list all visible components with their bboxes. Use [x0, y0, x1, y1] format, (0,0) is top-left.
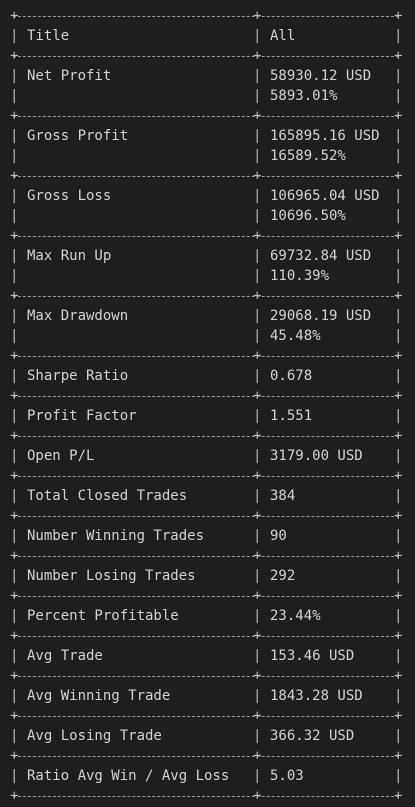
table-border: + + +	[10, 788, 403, 804]
row-value-line: 153.46 USD	[270, 648, 355, 664]
row-value-line: 0.678	[270, 368, 313, 384]
header-value: All	[270, 28, 296, 44]
row-value-line: 69732.84 USD	[270, 248, 372, 264]
table-border: + + +	[10, 228, 403, 244]
table-row: | Avg Winning Trade | 1843.28 USD |	[10, 686, 403, 706]
row-label: Gross Loss	[27, 188, 112, 204]
table-row: | Ratio Avg Win / Avg Loss | 5.03 |	[10, 766, 403, 786]
row-label: Net Profit	[27, 68, 112, 84]
row-value: 23.44%	[270, 606, 321, 626]
row-value: 384	[270, 486, 295, 506]
statistics-table: + + + | Title | All | + + + | | Net Profit | | 5…	[10, 6, 402, 806]
table-row: | | Gross Loss | | 106965.04 USD 10696.50% | |	[10, 186, 403, 226]
row-value-line: 1843.28 USD	[270, 688, 363, 704]
table-border: + + +	[10, 388, 403, 404]
row-label: Number Winning Trades	[27, 528, 205, 544]
table-border: + + +	[10, 8, 403, 24]
row-value-line: 5893.01%	[270, 88, 338, 104]
table-row: | Profit Factor | 1.551 |	[10, 406, 403, 426]
row-value-line: 3179.00 USD	[270, 448, 363, 464]
table-row: | Open P/L | 3179.00 USD |	[10, 446, 403, 466]
table-border: + + +	[10, 668, 403, 684]
row-value: 3179.00 USD	[270, 446, 363, 466]
row-value-line: 106965.04 USD	[270, 188, 380, 204]
row-label: Gross Profit	[27, 128, 129, 144]
table-border: + + +	[10, 168, 403, 184]
row-value: 165895.16 USD 16589.52%	[270, 126, 380, 166]
row-value-line: 1.551	[270, 408, 313, 424]
table-row: | Avg Losing Trade | 366.32 USD |	[10, 726, 403, 746]
row-label: Percent Profitable	[27, 608, 179, 624]
table-border: + + +	[10, 48, 403, 64]
row-value-line: 366.32 USD	[270, 728, 355, 744]
row-label: Avg Losing Trade	[27, 728, 162, 744]
table-row: | | Max Run Up | | 69732.84 USD 110.39% | |	[10, 246, 403, 286]
row-label: Max Drawdown	[27, 308, 129, 324]
table-header-row: | Title | All |	[10, 28, 403, 44]
table-border: + + +	[10, 508, 403, 524]
row-value: 153.46 USD	[270, 646, 354, 666]
table-border: + + +	[10, 428, 403, 444]
row-value-line: 384	[270, 488, 296, 504]
row-value: 90	[270, 526, 287, 546]
row-value-line: 292	[270, 568, 296, 584]
table-row: | | Gross Profit | | 165895.16 USD 16589.52% | |	[10, 126, 403, 166]
row-value-line: 90	[270, 528, 287, 544]
table-border: + + +	[10, 468, 403, 484]
row-value: 29068.19 USD 45.48%	[270, 306, 371, 346]
table-row: | Percent Profitable | 23.44% |	[10, 606, 403, 626]
row-value: 69732.84 USD 110.39%	[270, 246, 371, 286]
row-value-line: 5.03	[270, 768, 304, 784]
table-border: + + +	[10, 628, 403, 644]
row-value-line: 29068.19 USD	[270, 308, 372, 324]
header-title: Title	[27, 28, 70, 44]
row-label: Ratio Avg Win / Avg Loss	[27, 768, 230, 784]
row-value: 1.551	[270, 406, 312, 426]
table-row: | Number Losing Trades | 292 |	[10, 566, 403, 586]
row-value-line: 110.39%	[270, 268, 330, 284]
row-value-line: 165895.16 USD	[270, 128, 380, 144]
table-border: + + +	[10, 108, 403, 124]
row-label: Profit Factor	[27, 408, 137, 424]
row-value: 0.678	[270, 366, 312, 386]
row-value: 5.03	[270, 766, 304, 786]
table-row: | Number Winning Trades | 90 |	[10, 526, 403, 546]
row-value-line: 45.48%	[270, 328, 321, 344]
table-border: + + +	[10, 288, 403, 304]
row-label: Avg Winning Trade	[27, 688, 171, 704]
row-label: Sharpe Ratio	[27, 368, 129, 384]
table-border: + + +	[10, 548, 403, 564]
table-border: + + +	[10, 348, 403, 364]
row-value: 292	[270, 566, 295, 586]
table-border: + + +	[10, 748, 403, 764]
row-label: Number Losing Trades	[27, 568, 196, 584]
row-value: 106965.04 USD 10696.50%	[270, 186, 380, 226]
row-value-line: 23.44%	[270, 608, 321, 624]
row-label: Open P/L	[27, 448, 95, 464]
row-value-line: 10696.50%	[270, 208, 346, 224]
table-row: | Total Closed Trades | 384 |	[10, 486, 403, 506]
table-row: | Sharpe Ratio | 0.678 |	[10, 366, 403, 386]
row-value: 366.32 USD	[270, 726, 354, 746]
table-row: | | Net Profit | | 58930.12 USD 5893.01% | |	[10, 66, 403, 106]
row-value: 58930.12 USD 5893.01%	[270, 66, 371, 106]
table-row: | Avg Trade | 153.46 USD |	[10, 646, 403, 666]
row-value: 1843.28 USD	[270, 686, 363, 706]
row-value-line: 16589.52%	[270, 148, 346, 164]
row-label: Max Run Up	[27, 248, 112, 264]
row-label: Total Closed Trades	[27, 488, 188, 504]
table-border: + + +	[10, 588, 403, 604]
row-value-line: 58930.12 USD	[270, 68, 372, 84]
table-row: | | Max Drawdown | | 29068.19 USD 45.48% | |	[10, 306, 403, 346]
row-label: Avg Trade	[27, 648, 103, 664]
table-border: + + +	[10, 708, 403, 724]
